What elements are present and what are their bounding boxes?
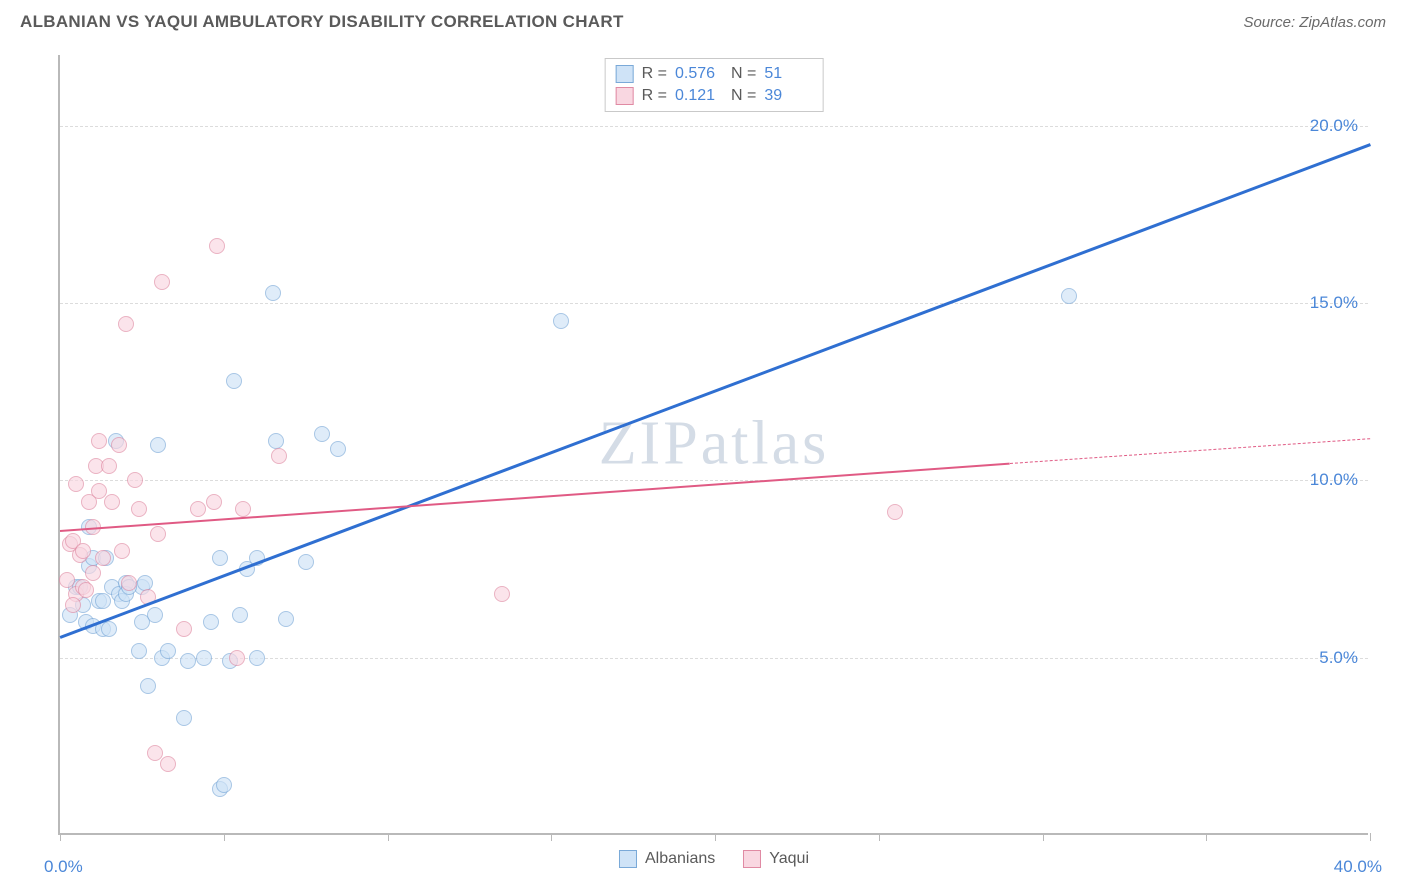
y-axis-label: Ambulatory Disability xyxy=(0,385,1,525)
x-tick xyxy=(715,833,716,841)
x-tick xyxy=(224,833,225,841)
scatter-point xyxy=(249,650,265,666)
scatter-point xyxy=(78,582,94,598)
scatter-point xyxy=(271,448,287,464)
gridline xyxy=(60,480,1368,481)
n-value: 39 xyxy=(764,87,812,105)
legend-label: Albanians xyxy=(645,850,715,868)
scatter-point xyxy=(278,611,294,627)
legend-item-albanians: Albanians xyxy=(619,850,715,868)
scatter-point xyxy=(206,494,222,510)
scatter-point xyxy=(127,472,143,488)
x-tick xyxy=(879,833,880,841)
chart-container: Ambulatory Disability ZIPatlas R = 0.576… xyxy=(20,45,1386,865)
chart-source: Source: ZipAtlas.com xyxy=(1243,14,1386,31)
x-tick-label-max: 40.0% xyxy=(1334,857,1382,877)
legend-swatch-albanians xyxy=(616,65,634,83)
scatter-point xyxy=(298,554,314,570)
trend-line xyxy=(60,463,1010,532)
scatter-point xyxy=(95,593,111,609)
legend-series: Albanians Yaqui xyxy=(619,850,809,868)
scatter-point xyxy=(147,607,163,623)
chart-title: ALBANIAN VS YAQUI AMBULATORY DISABILITY … xyxy=(20,12,624,32)
scatter-point xyxy=(85,565,101,581)
scatter-point xyxy=(68,476,84,492)
scatter-point xyxy=(176,621,192,637)
scatter-point xyxy=(101,621,117,637)
x-tick xyxy=(1370,833,1371,841)
scatter-point xyxy=(154,274,170,290)
scatter-point xyxy=(232,607,248,623)
scatter-point xyxy=(314,426,330,442)
legend-swatch-yaqui xyxy=(743,850,761,868)
gridline xyxy=(60,126,1368,127)
scatter-point xyxy=(91,433,107,449)
scatter-point xyxy=(104,494,120,510)
scatter-point xyxy=(494,586,510,602)
x-tick xyxy=(551,833,552,841)
legend-correlation-row: R = 0.121 N = 39 xyxy=(616,85,813,107)
scatter-point xyxy=(1061,288,1077,304)
scatter-point xyxy=(216,777,232,793)
legend-label: Yaqui xyxy=(769,850,809,868)
scatter-point xyxy=(101,458,117,474)
scatter-point xyxy=(65,597,81,613)
x-tick xyxy=(60,833,61,841)
x-tick-label-min: 0.0% xyxy=(44,857,83,877)
scatter-point xyxy=(887,504,903,520)
scatter-point xyxy=(150,526,166,542)
scatter-point xyxy=(212,550,228,566)
scatter-point xyxy=(330,441,346,457)
scatter-point xyxy=(226,373,242,389)
y-tick-label: 5.0% xyxy=(1319,648,1358,668)
gridline xyxy=(60,303,1368,304)
scatter-point xyxy=(190,501,206,517)
scatter-point xyxy=(160,643,176,659)
scatter-point xyxy=(59,572,75,588)
scatter-point xyxy=(235,501,251,517)
plot-area: ZIPatlas R = 0.576 N = 51 R = 0.121 N = … xyxy=(58,55,1368,835)
scatter-point xyxy=(75,543,91,559)
n-value: 51 xyxy=(764,65,812,83)
trend-line xyxy=(1010,438,1370,464)
trend-line xyxy=(60,144,1371,639)
scatter-point xyxy=(209,238,225,254)
scatter-point xyxy=(150,437,166,453)
scatter-point xyxy=(160,756,176,772)
scatter-point xyxy=(111,437,127,453)
n-label: N = xyxy=(731,87,756,105)
scatter-point xyxy=(203,614,219,630)
r-label: R = xyxy=(642,87,667,105)
x-tick xyxy=(1043,833,1044,841)
r-label: R = xyxy=(642,65,667,83)
scatter-point xyxy=(131,643,147,659)
r-value: 0.576 xyxy=(675,65,723,83)
x-tick xyxy=(1206,833,1207,841)
scatter-point xyxy=(176,710,192,726)
legend-item-yaqui: Yaqui xyxy=(743,850,809,868)
scatter-point xyxy=(121,575,137,591)
legend-correlation: R = 0.576 N = 51 R = 0.121 N = 39 xyxy=(605,58,824,112)
y-tick-label: 20.0% xyxy=(1310,116,1358,136)
chart-header: ALBANIAN VS YAQUI AMBULATORY DISABILITY … xyxy=(0,0,1406,38)
y-tick-label: 15.0% xyxy=(1310,293,1358,313)
scatter-point xyxy=(553,313,569,329)
scatter-point xyxy=(140,678,156,694)
x-tick xyxy=(388,833,389,841)
legend-swatch-yaqui xyxy=(616,87,634,105)
scatter-point xyxy=(229,650,245,666)
scatter-point xyxy=(196,650,212,666)
scatter-point xyxy=(131,501,147,517)
y-tick-label: 10.0% xyxy=(1310,470,1358,490)
r-value: 0.121 xyxy=(675,87,723,105)
n-label: N = xyxy=(731,65,756,83)
scatter-point xyxy=(114,543,130,559)
scatter-point xyxy=(180,653,196,669)
scatter-point xyxy=(118,316,134,332)
scatter-point xyxy=(265,285,281,301)
legend-correlation-row: R = 0.576 N = 51 xyxy=(616,63,813,85)
legend-swatch-albanians xyxy=(619,850,637,868)
scatter-point xyxy=(95,550,111,566)
